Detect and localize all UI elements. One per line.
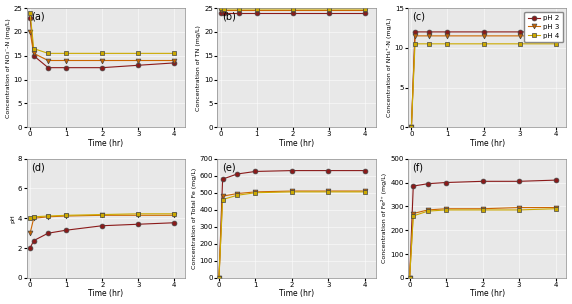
X-axis label: Time (hr): Time (hr) xyxy=(279,139,314,148)
Y-axis label: Concentration of Total Fe (mg/L): Concentration of Total Fe (mg/L) xyxy=(192,168,197,269)
Text: (c): (c) xyxy=(412,12,426,22)
X-axis label: Time (hr): Time (hr) xyxy=(279,289,314,299)
Text: (f): (f) xyxy=(412,162,423,172)
X-axis label: Time (hr): Time (hr) xyxy=(88,289,124,299)
X-axis label: Time (hr): Time (hr) xyxy=(88,139,124,148)
Text: (b): (b) xyxy=(222,12,236,22)
Text: (a): (a) xyxy=(31,12,45,22)
Y-axis label: pH: pH xyxy=(10,214,15,223)
X-axis label: Time (hr): Time (hr) xyxy=(470,289,505,299)
X-axis label: Time (hr): Time (hr) xyxy=(470,139,505,148)
Y-axis label: Concentration of NH₄⁺-N (mg/L): Concentration of NH₄⁺-N (mg/L) xyxy=(387,18,392,117)
Text: (d): (d) xyxy=(31,162,45,172)
Legend: pH 2, pH 3, pH 4: pH 2, pH 3, pH 4 xyxy=(525,12,563,42)
Y-axis label: Concentration of NO₃⁻-N (mg/L): Concentration of NO₃⁻-N (mg/L) xyxy=(6,18,10,118)
Y-axis label: Concentration of Fe²⁺ (mg/L): Concentration of Fe²⁺ (mg/L) xyxy=(382,173,387,263)
Y-axis label: Concentration of TN (mg/L): Concentration of TN (mg/L) xyxy=(196,25,201,111)
Text: (e): (e) xyxy=(222,162,236,172)
